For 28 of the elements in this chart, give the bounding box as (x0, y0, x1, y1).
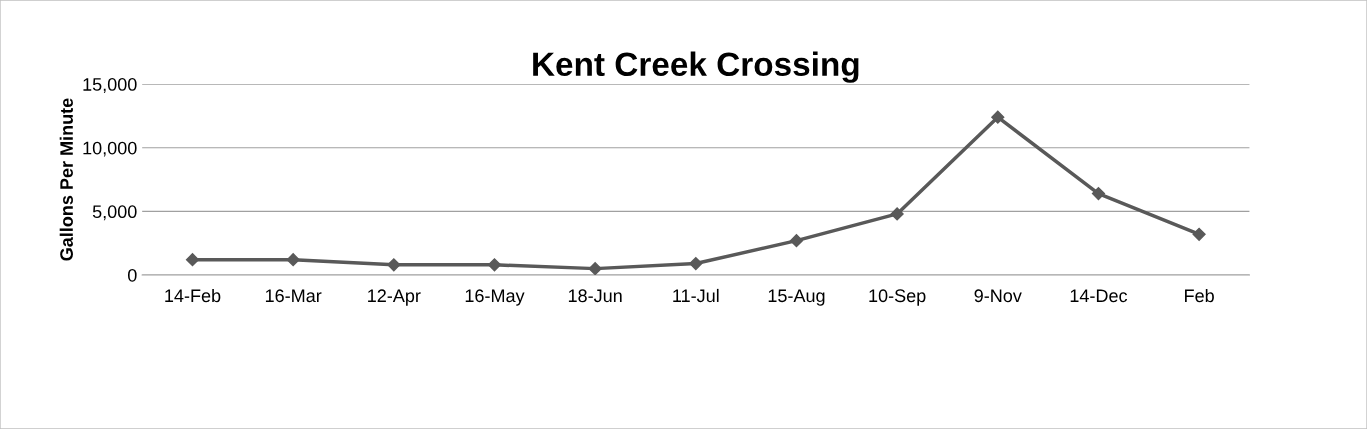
chart-title: Kent Creek Crossing (533, 51, 859, 83)
y-tick-label: 15,000 (83, 78, 137, 93)
point (387, 258, 401, 272)
point (1091, 186, 1106, 201)
x-tick-label: 18-Jun (568, 289, 622, 303)
point (1192, 227, 1206, 241)
y-tick-label: 5,000 (92, 205, 137, 221)
y-axis-title: Gallons Per Minute (59, 98, 73, 261)
x-tick-label: 16-May (465, 289, 525, 306)
point (991, 110, 1005, 124)
x-tick-label: 9-Nov (974, 289, 1022, 303)
point (185, 253, 200, 267)
point (487, 258, 502, 272)
point (588, 262, 602, 275)
y-tick-label: 10,000 (83, 141, 137, 157)
x-tick-label: 14-Feb (165, 288, 221, 303)
point (286, 253, 300, 267)
point (890, 207, 904, 221)
x-tick-label: 10-Sep (869, 289, 926, 306)
y-tick-label: 0 (127, 268, 137, 282)
x-tick-label: Feb (1185, 288, 1214, 303)
x-tick-label: 14-Dec (1070, 289, 1128, 303)
x-tick-label: 12-Apr (368, 289, 421, 306)
x-tick-label: 11-Jul (673, 288, 719, 303)
x-tick-label: 15-Aug (768, 289, 825, 306)
point (689, 256, 703, 271)
point (789, 234, 804, 248)
x-tick-label: 16-Mar (265, 289, 322, 303)
